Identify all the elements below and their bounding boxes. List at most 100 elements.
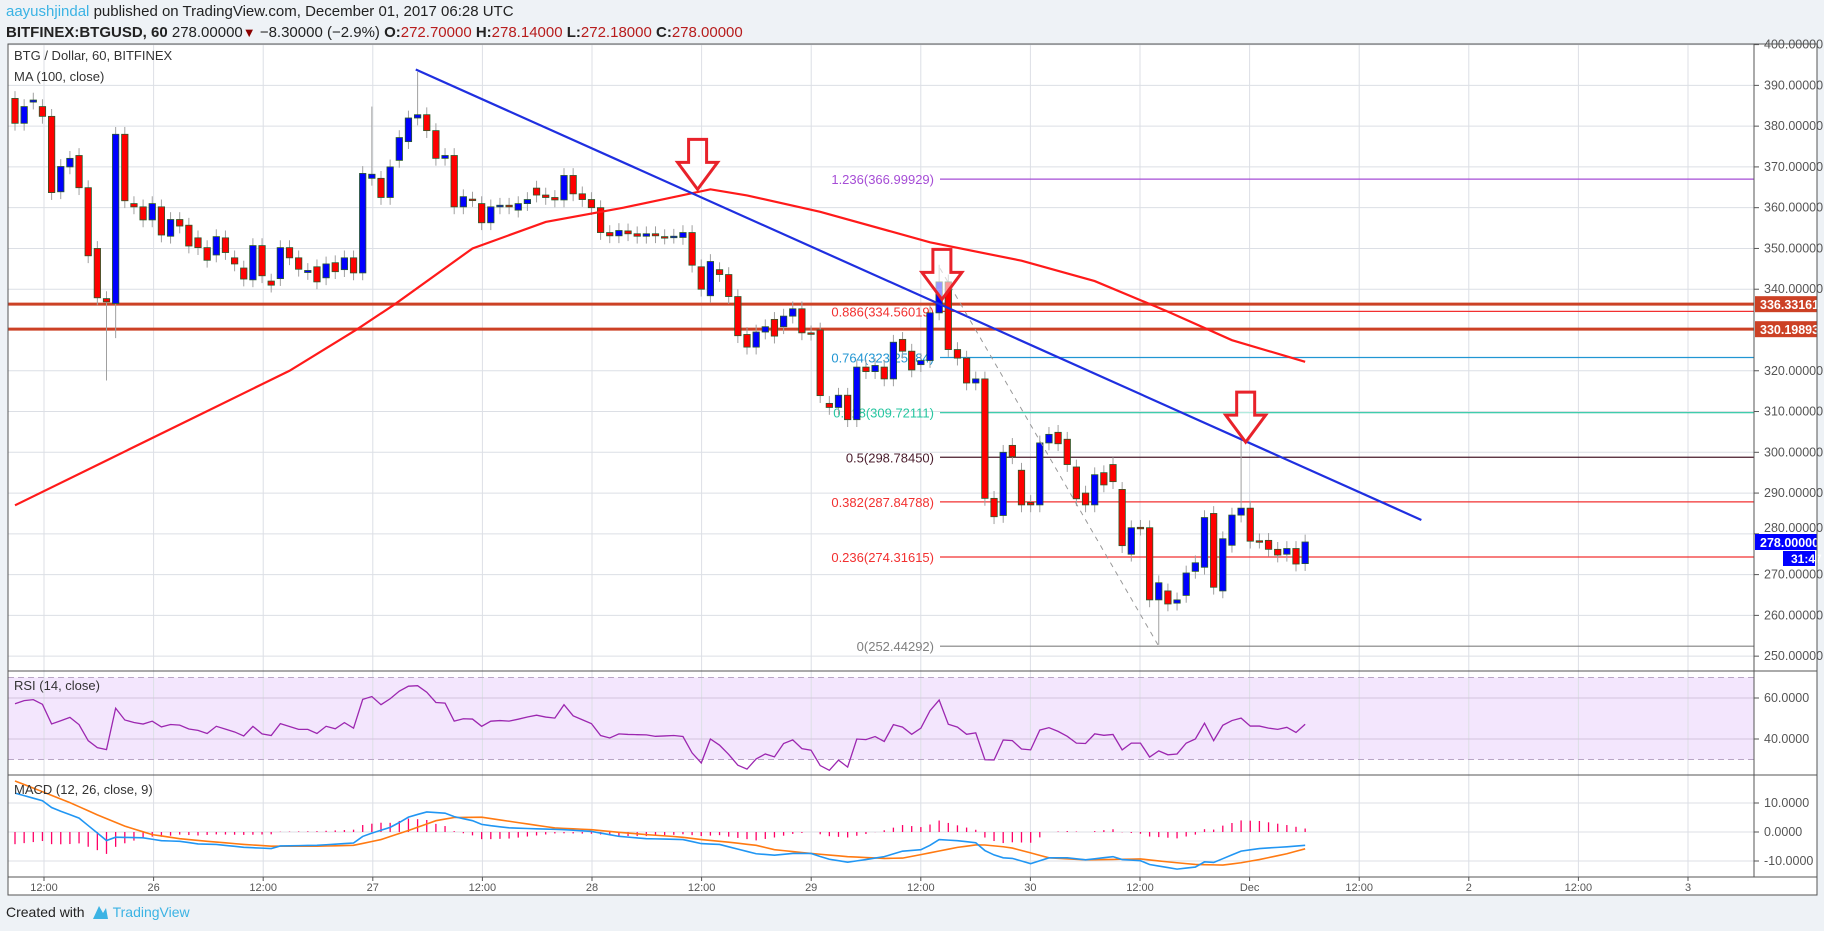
candle-down [633,233,641,237]
candle-up [1283,548,1291,555]
candle-up [1301,541,1309,565]
candle-down [295,257,303,270]
triangle-down-icon: ▼ [242,25,256,40]
close-value: 278.00000 [671,24,743,41]
candle-down [743,334,751,348]
macd-legend: MACD (12, 26, close, 9) [14,782,153,797]
candle-up [834,394,843,408]
candle-up [413,114,422,119]
author-link[interactable]: aayushjindal [6,3,90,20]
candle-up [1045,433,1053,444]
candle-up [340,257,349,271]
candle-up [487,206,495,224]
candle-up [57,166,65,193]
ma-legend: MA (100, close) [14,69,104,84]
candle-down [349,257,358,274]
time-label: 30 [1024,882,1036,894]
macd-axis-label: 0.0000 [1764,825,1802,839]
candle-up [1127,527,1135,555]
time-label: 26 [147,882,159,894]
candle-up [752,331,760,348]
candle-down [862,366,870,372]
high-label: H: [475,24,492,41]
candle-down [807,332,815,335]
macd-axis-label: -10.0000 [1764,854,1813,868]
candle-up [780,315,788,328]
ma100-line [14,188,1306,507]
candle-down [240,267,248,280]
price-axis-label: 280.00000 [1764,521,1823,535]
candle-down [798,308,806,334]
candle-up [441,155,449,159]
price-axis-label: 400.00000 [1764,38,1823,52]
candle-up [395,137,403,161]
candle-up [679,232,687,238]
created-with-label: Created with [6,904,85,920]
candle-down [1146,527,1154,601]
candle-up [789,308,797,317]
candle-up [917,360,925,366]
fib-level-label: 1.236(366.99929) [831,172,934,187]
candle-up [368,173,376,179]
candle-up [1228,514,1236,546]
bearish-trendline [415,68,1422,521]
price-axis-label: 310.00000 [1764,405,1823,419]
candle-up [1191,562,1199,572]
candle-down [816,329,824,397]
publish-info: aayushjindal published on TradingView.co… [6,3,514,20]
last-price-label: 278.00000 [1760,536,1819,550]
candle-up [1173,599,1181,604]
fib-level-label: 0(252.44292) [857,639,934,654]
candle-down [734,296,742,337]
candle-up [66,157,74,168]
candle-up [249,245,257,281]
time-label: 29 [805,882,817,894]
candle-down [898,338,907,352]
open-label: O: [384,24,401,41]
candle-up [404,117,413,143]
candle-down [258,245,266,277]
candle-up [615,230,623,237]
price-axis-label: 270.00000 [1764,568,1823,582]
candle-down [130,203,138,208]
candle-up [1155,582,1163,601]
candle-up [1036,442,1044,506]
countdown-tag [1783,550,1815,566]
fib-level-label: 0.382(287.84788) [831,495,934,510]
candle-down [38,106,47,117]
candle-up [1237,507,1245,516]
macd-line [14,792,1306,870]
fib-level-label: 0.236(274.31615) [831,550,934,565]
candle-down [1210,513,1218,588]
candle-down [1264,539,1273,550]
candle-down [157,206,165,236]
resistance-price-tag [1755,321,1817,338]
candle-down [432,130,440,159]
time-label: 12:00 [688,882,716,894]
candle-down [84,187,92,257]
fib-swing-line [939,268,1160,647]
symbol-quote: BITFINEX:BTGUSD, 60 278.00000▼ −8.30000 … [6,24,743,41]
candle-up [29,99,37,103]
candle-down [1027,502,1035,506]
candle-down [267,280,275,286]
tradingview-link[interactable]: TradingView [91,903,190,921]
rsi-line [14,685,1306,772]
candle-down [624,230,632,235]
candle-down [715,269,724,275]
candle-down [697,266,705,290]
candle-down [203,247,211,261]
time-label: 12:00 [1565,882,1593,894]
candle-down [505,204,513,208]
candle-down [990,497,998,518]
candle-down [331,262,339,273]
candle-down [185,224,193,247]
candle-up [386,166,394,198]
rsi-legend: RSI (14, close) [14,678,100,693]
chart-frame [7,43,1818,896]
macd-axis-label: 10.0000 [1764,796,1809,810]
candle-up [853,366,861,421]
price-axis-label: 350.00000 [1764,241,1823,255]
symbol-label: BITFINEX:BTGUSD, 60 [6,24,168,41]
